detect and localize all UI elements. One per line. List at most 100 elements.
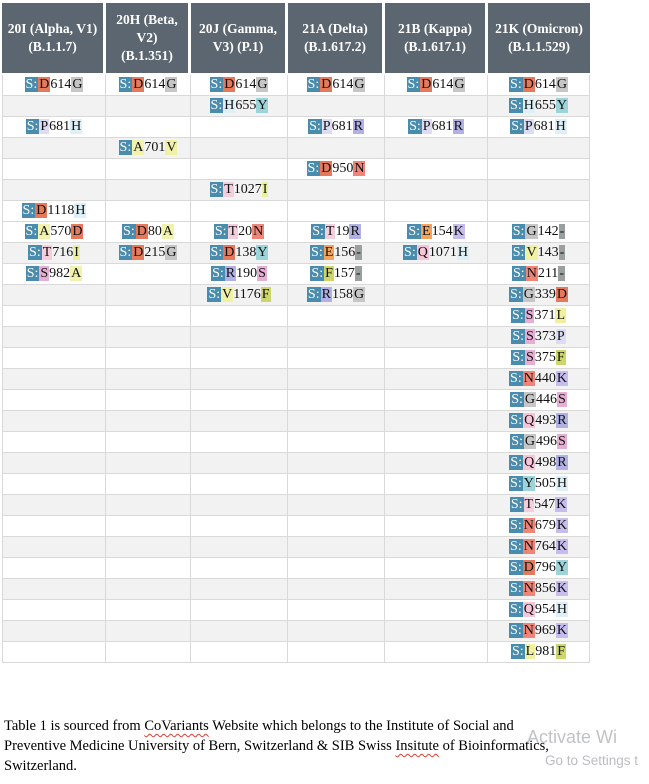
mutation-from-aa: L	[524, 644, 536, 659]
mutation-cell: S: E154K	[385, 222, 488, 243]
mutation: S: T547K	[509, 497, 568, 512]
mutation-gene-tag: S:	[510, 644, 525, 659]
mutation-position: 614	[235, 77, 257, 92]
mutation-gene-tag: S:	[509, 455, 524, 470]
mutation: S: Q498R	[509, 455, 568, 470]
mutation-from-aa: T	[223, 182, 234, 197]
mutation: S: V1176F	[207, 287, 271, 302]
mutation-from-aa: D	[522, 77, 535, 92]
mutation-to-aa: G	[71, 77, 84, 92]
mutation-from-aa: E	[421, 224, 432, 239]
table-row: S: N679K	[2, 516, 590, 537]
mutation-to-aa: Y	[256, 98, 269, 113]
empty-cell	[385, 432, 488, 453]
mutation-position: 373	[534, 329, 556, 344]
mutation-from-aa: P	[321, 119, 332, 134]
table-row: S: D614G S: D614G S: D614G S: D614G S: D614G S: D61…	[2, 75, 590, 96]
mutation-from-aa: S	[525, 350, 535, 365]
mutation-from-aa: D	[132, 77, 145, 92]
mutation-from-aa: N	[525, 266, 538, 281]
column-header-alpha: 20I (Alpha, V1) (B.1.1.7)	[2, 3, 106, 75]
table-row: S: V1176F S: R158G S: G339D	[2, 285, 590, 306]
empty-cell	[488, 180, 590, 201]
mutation-position: 157	[333, 266, 355, 281]
mutation: S: D614G	[406, 77, 466, 92]
mutation-gene-tag: S:	[209, 98, 224, 113]
empty-cell	[2, 495, 106, 516]
mutation: S: G142-	[511, 224, 566, 239]
mutation-from-aa: T	[523, 497, 535, 512]
mutation-cell: S: A570D	[2, 222, 106, 243]
mutation-cell: S: F157-	[288, 264, 385, 285]
empty-cell	[191, 495, 288, 516]
mutation-position: 505	[534, 476, 556, 491]
empty-cell	[288, 306, 385, 327]
empty-cell	[385, 306, 488, 327]
mutation-from-aa: D	[135, 224, 148, 239]
column-header-omicron: 21K (Omicron) (B.1.1.529)	[488, 3, 590, 75]
empty-cell	[288, 537, 385, 558]
mutation-to-aa: K	[555, 371, 568, 386]
empty-cell	[2, 432, 106, 453]
mutation-from-aa: G	[523, 434, 536, 449]
mutation-from-aa: N	[522, 371, 535, 386]
mutation-position: 1118	[47, 203, 75, 218]
empty-cell	[106, 201, 191, 222]
empty-cell	[191, 411, 288, 432]
mutation: S: D138Y	[209, 245, 269, 260]
empty-cell	[106, 306, 191, 327]
mutation-to-aa: K	[555, 518, 568, 533]
mutation-gene-tag: S:	[511, 350, 526, 365]
mutation-from-aa: Q	[523, 455, 536, 470]
mutation: S: N440K	[509, 371, 568, 386]
mutation: S: S371L	[510, 308, 567, 323]
empty-cell	[385, 327, 488, 348]
mutation-to-aa: -	[355, 245, 362, 260]
mutation-position: 1176	[233, 287, 261, 302]
mutation: S: T19R	[311, 224, 361, 239]
empty-cell	[288, 495, 385, 516]
mutation: S: T716I	[28, 245, 80, 260]
empty-cell	[2, 516, 106, 537]
empty-cell	[191, 642, 288, 663]
mutation-cell: S: D80A	[106, 222, 191, 243]
empty-cell	[106, 558, 191, 579]
mutation-gene-tag: S:	[510, 308, 525, 323]
mutation-cell: S: D950N	[288, 159, 385, 180]
mutation-position: 190	[236, 266, 258, 281]
mutation: S: G446S	[510, 392, 567, 407]
table-row: S: D1118H	[2, 201, 590, 222]
empty-cell	[191, 621, 288, 642]
mutation-from-aa: S	[524, 308, 535, 323]
mutation-to-aa: G	[352, 287, 366, 302]
misspelled-word: Insitute	[395, 738, 439, 754]
empty-cell	[385, 642, 488, 663]
mutation-gene-tag: S:	[24, 77, 39, 92]
mutation: S: Q954H	[509, 602, 568, 617]
mutation: S: R158G	[306, 287, 366, 302]
mutation-to-aa: S	[557, 392, 567, 407]
empty-cell	[385, 579, 488, 600]
empty-cell	[106, 117, 191, 138]
mutation-position: 614	[432, 77, 454, 92]
mutation: S: D614G	[306, 77, 366, 92]
mutation-position: 954	[534, 602, 556, 617]
mutation-cell: S: D796Y	[488, 558, 590, 579]
mutation-cell: S: G339D	[488, 285, 590, 306]
empty-cell	[2, 390, 106, 411]
table-row: S: Y505H	[2, 474, 590, 495]
mutation-gene-tag: S:	[306, 77, 321, 92]
empty-cell	[385, 264, 488, 285]
mutation-gene-tag: S:	[510, 392, 524, 407]
empty-cell	[191, 537, 288, 558]
empty-cell	[288, 138, 385, 159]
mutation-gene-tag: S:	[311, 224, 325, 239]
mutation: S: D614G	[24, 77, 84, 92]
empty-cell	[288, 201, 385, 222]
empty-cell	[2, 96, 106, 117]
mutation-to-aa: N	[252, 224, 265, 239]
mutation-from-aa: P	[421, 119, 432, 134]
mutation-position: 655	[534, 98, 556, 113]
mutation-from-aa: V	[525, 245, 538, 260]
mutation: S: A701V	[118, 140, 178, 155]
